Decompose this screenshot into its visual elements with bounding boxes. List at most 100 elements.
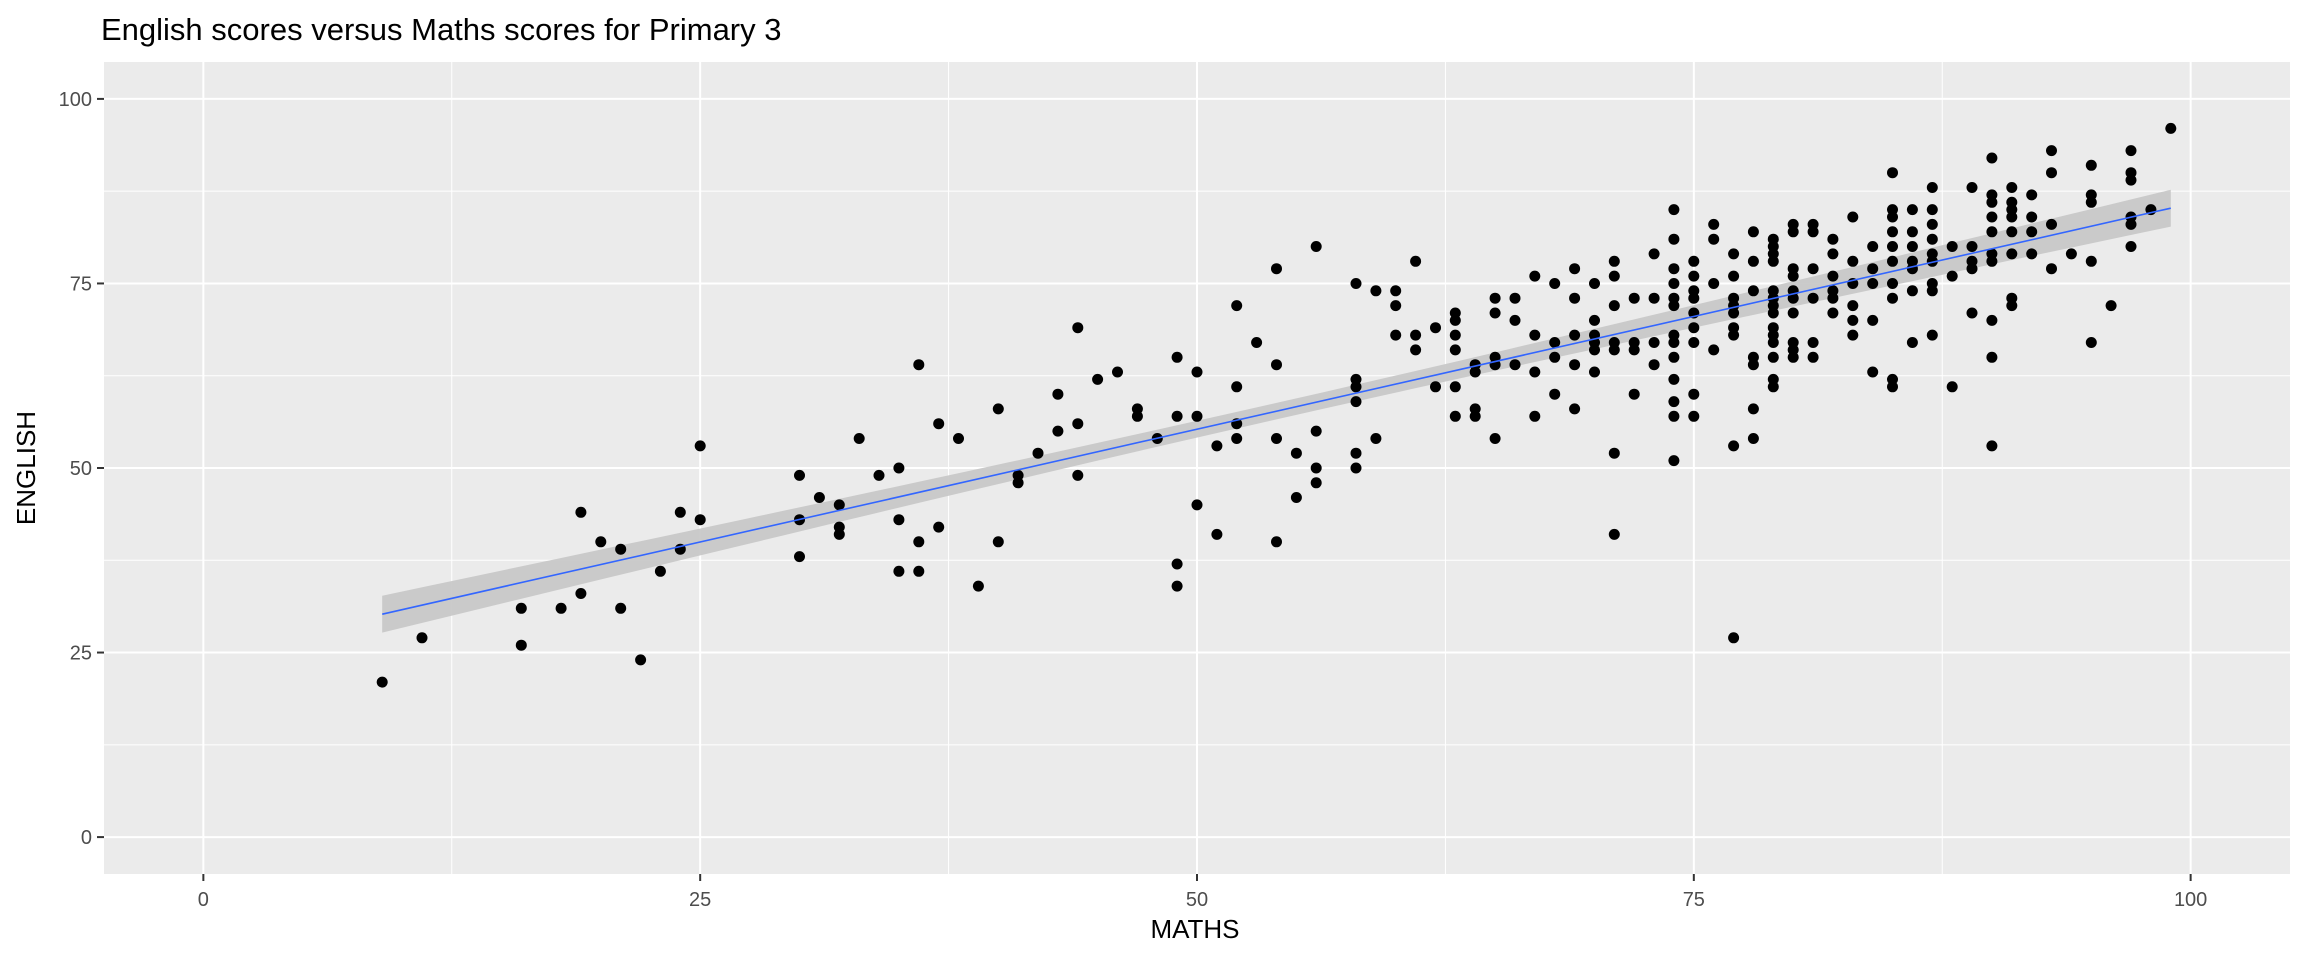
x-axis-ticks: 0 25 50 75 100 <box>198 874 2207 911</box>
data-point <box>1211 440 1223 452</box>
data-point <box>1052 425 1064 437</box>
data-point <box>1887 226 1898 238</box>
data-point <box>1628 292 1640 304</box>
data-point <box>1966 182 1978 193</box>
data-point <box>1489 433 1501 444</box>
data-point <box>1906 241 1918 252</box>
data-point <box>1847 300 1859 312</box>
data-point <box>1310 425 1322 437</box>
data-point <box>913 536 925 548</box>
data-point <box>1767 351 1779 363</box>
data-point <box>1072 418 1084 430</box>
data-point <box>2085 337 2097 348</box>
data-point <box>1231 300 1243 312</box>
data-point <box>1827 248 1839 260</box>
data-point <box>1449 381 1461 393</box>
data-point <box>1747 226 1759 238</box>
data-point <box>794 551 805 563</box>
data-point <box>1290 447 1302 459</box>
y-tick-label: 25 <box>70 643 92 665</box>
data-point <box>1966 241 1978 252</box>
x-tick-label: 75 <box>1683 889 1705 911</box>
data-point <box>1191 366 1203 378</box>
data-point <box>1370 433 1382 444</box>
data-point <box>1767 307 1779 319</box>
data-point <box>1211 528 1223 540</box>
data-point <box>694 440 706 452</box>
data-point <box>1290 492 1302 503</box>
data-point <box>1906 337 1918 348</box>
data-point <box>1807 337 1819 348</box>
data-point <box>2026 226 2038 238</box>
data-point <box>1489 307 1501 319</box>
data-point <box>1728 440 1740 452</box>
data-point <box>1350 447 1362 459</box>
data-point <box>1569 263 1581 275</box>
data-point <box>2085 196 2097 208</box>
data-point <box>1608 270 1620 282</box>
data-point <box>1529 410 1541 422</box>
data-point <box>833 528 845 540</box>
data-point <box>1231 433 1243 444</box>
data-point <box>2046 167 2057 179</box>
data-point <box>555 602 567 614</box>
data-point <box>893 565 905 577</box>
data-point <box>1966 263 1978 275</box>
data-point <box>1887 255 1898 267</box>
data-point <box>1767 381 1779 393</box>
data-point <box>1032 447 1044 459</box>
data-point <box>1509 292 1521 304</box>
data-point <box>1092 373 1104 385</box>
fit-line-layer <box>382 207 2171 615</box>
data-point <box>1688 322 1700 334</box>
data-point <box>1549 337 1561 348</box>
data-point <box>1271 433 1282 444</box>
data-point <box>1668 278 1680 289</box>
points-layer <box>376 122 2177 688</box>
data-point <box>1986 314 1998 326</box>
data-point <box>1688 255 1700 267</box>
data-point <box>833 499 845 511</box>
y-tick-label: 0 <box>81 827 92 849</box>
data-point <box>1986 351 1998 363</box>
data-point <box>1171 580 1183 592</box>
data-point <box>1052 388 1064 400</box>
data-point <box>893 514 905 526</box>
data-point <box>1807 263 1819 275</box>
data-point <box>1708 278 1720 289</box>
data-point <box>2105 300 2117 312</box>
data-point <box>1926 233 1938 245</box>
data-point <box>2165 122 2177 134</box>
data-point <box>1648 359 1660 371</box>
chart-title: English scores versus Maths scores for P… <box>101 12 782 47</box>
data-point <box>2125 241 2137 252</box>
data-point <box>1430 381 1441 393</box>
y-tick-label: 100 <box>59 89 92 111</box>
data-point <box>1708 233 1720 245</box>
data-point <box>1668 455 1680 467</box>
data-point <box>1469 366 1481 378</box>
data-point <box>615 543 627 555</box>
data-point <box>1688 410 1700 422</box>
data-point <box>1350 278 1362 289</box>
data-point <box>1569 359 1581 371</box>
data-point <box>1767 255 1779 267</box>
data-point <box>1787 226 1799 238</box>
fit-line <box>382 207 2171 615</box>
data-point <box>1787 351 1799 363</box>
data-point <box>1589 314 1600 326</box>
data-point <box>1688 337 1700 348</box>
data-point <box>1867 263 1879 275</box>
data-point <box>1867 366 1879 378</box>
data-point <box>972 580 984 592</box>
data-point <box>1271 536 1282 548</box>
data-point <box>1589 278 1600 289</box>
data-point <box>1887 241 1898 252</box>
data-point <box>1410 329 1422 341</box>
data-point <box>2026 211 2038 223</box>
data-point <box>1688 388 1700 400</box>
data-point <box>1608 300 1620 312</box>
data-point <box>595 536 607 548</box>
data-point <box>992 403 1004 415</box>
data-point <box>1946 241 1958 252</box>
